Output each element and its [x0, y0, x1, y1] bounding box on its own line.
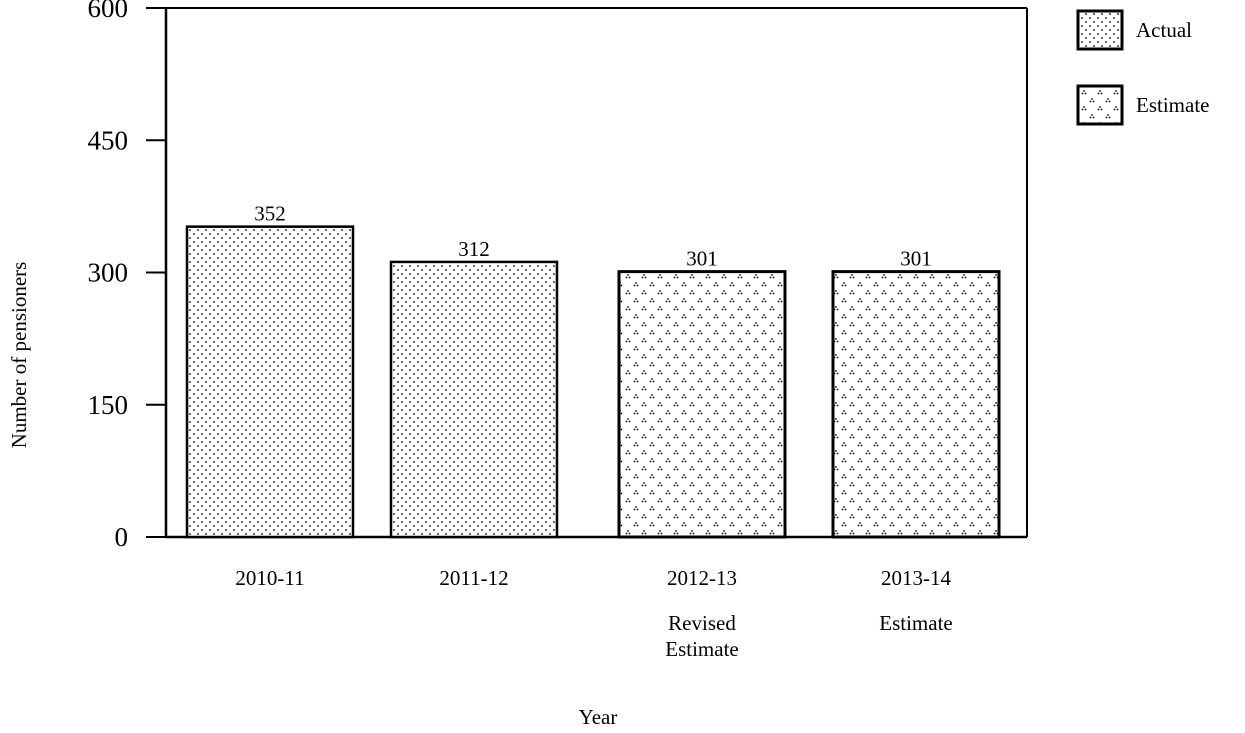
y-tick-label: 0	[115, 522, 129, 552]
x-tick-sublabel: Estimate	[879, 611, 952, 635]
x-tick-sublabel: Estimate	[665, 637, 738, 661]
x-tick-label: 2012-13	[667, 566, 737, 590]
data-label: 312	[458, 237, 490, 261]
y-tick-label: 600	[88, 0, 129, 23]
data-label: 301	[686, 247, 718, 271]
x-tick-label: 2013-14	[881, 566, 951, 590]
legend-label: Estimate	[1136, 93, 1209, 117]
bar-2013-14	[831, 270, 1001, 539]
data-label: 352	[254, 202, 286, 226]
x-tick-label: 2011-12	[439, 566, 508, 590]
x-axis-title: Year	[579, 705, 618, 729]
bar-2012-13	[617, 270, 787, 539]
y-tick-label: 150	[88, 390, 129, 420]
x-tick-label: 2010-11	[235, 566, 304, 590]
y-axis-title: Number of pensioners	[7, 262, 31, 449]
bar-2010-11	[185, 225, 355, 539]
bar-2011-12	[389, 260, 559, 539]
legend-swatch-actual	[1076, 9, 1124, 51]
y-tick-label: 450	[88, 125, 129, 155]
legend-label: Actual	[1136, 18, 1192, 42]
y-tick-label: 300	[88, 258, 129, 288]
x-tick-sublabel: Revised	[668, 611, 736, 635]
data-label: 301	[900, 247, 932, 271]
legend-swatch-estimate	[1076, 84, 1124, 126]
